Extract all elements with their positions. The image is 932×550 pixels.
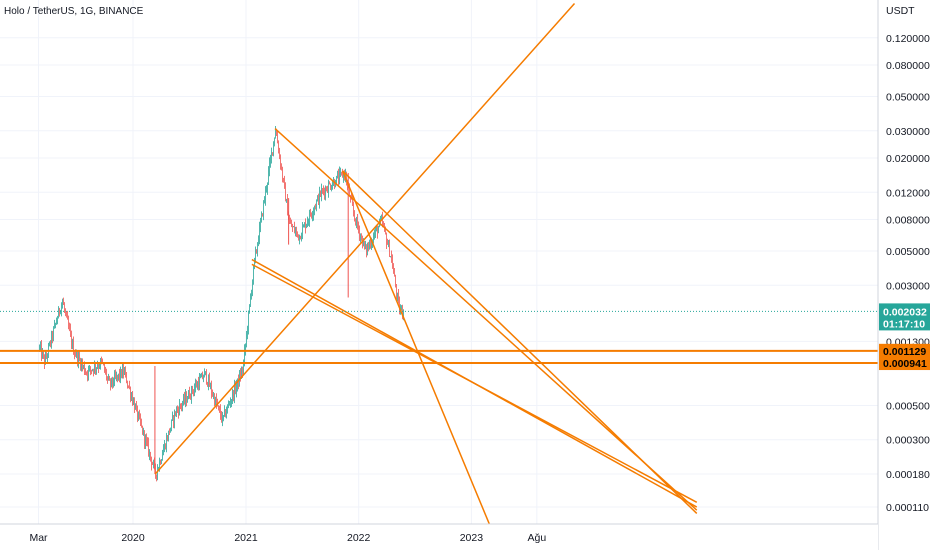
trendline[interactable] (251, 263, 698, 503)
y-tick-label: 0.008000 (886, 214, 930, 226)
trendline[interactable] (341, 170, 500, 548)
x-tick-label: 2023 (460, 532, 484, 544)
y-tick-label: 0.000300 (886, 435, 930, 447)
bar-countdown: 01:17:10 (883, 318, 925, 330)
y-tick-label: 0.012000 (886, 187, 930, 199)
candlestick-series (39, 126, 404, 482)
y-tick-label: 0.003000 (886, 280, 930, 292)
chart-grid (0, 0, 878, 524)
price-axis-background[interactable] (878, 0, 932, 550)
time-axis-background[interactable] (0, 524, 878, 550)
y-tick-label: 0.050000 (886, 92, 930, 104)
trendline[interactable] (154, 3, 576, 475)
x-tick-label: Ağu (527, 532, 546, 544)
chart-legend: Holo / TetherUS, 1G, BINANCE (4, 6, 144, 17)
x-tick-label: Mar (29, 532, 48, 544)
y-tick-label: 0.000500 (886, 400, 930, 412)
y-tick-label: 0.080000 (886, 60, 930, 72)
y-tick-label: 0.000110 (886, 502, 929, 514)
trendline[interactable] (274, 128, 698, 511)
current-price-value: 0.002032 (883, 306, 927, 318)
x-tick-label: 2020 (121, 532, 145, 544)
y-tick-label: 0.020000 (886, 153, 930, 165)
y-tick-label: 0.030000 (886, 126, 930, 138)
y-axis-ticks: 0.120000 0.080000 0.050000 0.030000 0.020000… (886, 33, 930, 514)
level-price-value: 0.001129 (883, 346, 926, 358)
horizontal-level-drawings[interactable] (0, 349, 878, 365)
trendline-drawings[interactable] (154, 3, 698, 548)
level-price-tag (879, 356, 930, 371)
trendline[interactable] (342, 170, 698, 514)
y-axis-unit-label: USDT (886, 5, 915, 17)
level-price-value: 0.000941 (883, 358, 927, 370)
level-price-tag (879, 343, 930, 358)
y-tick-label: 0.000180 (886, 469, 930, 481)
x-tick-label: 2022 (347, 532, 371, 544)
y-tick-label: 0.120000 (886, 33, 930, 45)
x-tick-label: 2021 (234, 532, 258, 544)
y-tick-label: 0.005000 (886, 246, 930, 258)
x-axis-ticks: Mar 2020 2021 2022 2023 Ağu (29, 532, 546, 544)
current-price-tag (879, 303, 930, 331)
